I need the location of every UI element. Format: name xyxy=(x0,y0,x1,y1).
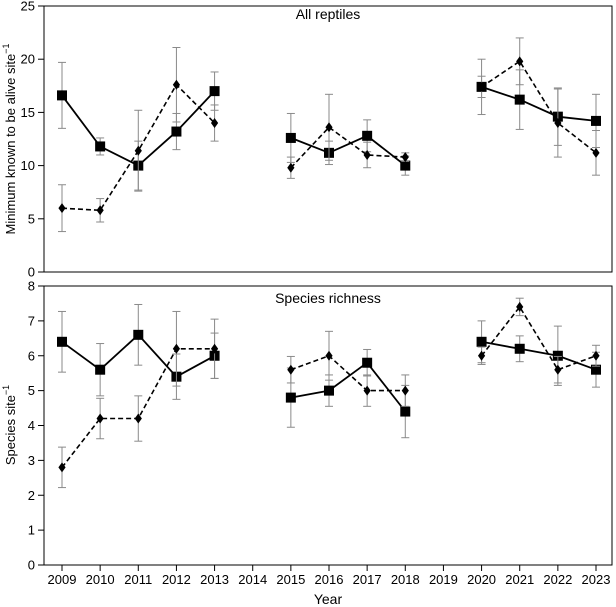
data-point-diamond xyxy=(516,301,524,312)
series-line xyxy=(290,361,407,413)
data-point-diamond xyxy=(325,122,333,133)
data-point-diamond xyxy=(401,152,409,163)
y-axis-label: Minimum known to be alive site−1 xyxy=(1,44,18,235)
data-point-diamond xyxy=(134,145,142,156)
x-tick-label: 2017 xyxy=(353,572,382,587)
x-tick-label: 2020 xyxy=(467,572,496,587)
y-tick-label: 0 xyxy=(28,558,35,573)
data-point-diamond xyxy=(96,205,104,216)
data-point-square xyxy=(57,90,67,101)
series-line xyxy=(290,134,406,167)
series-line xyxy=(481,60,597,154)
data-point-diamond xyxy=(554,364,562,375)
y-axis-ticks: 0 5 10 15 20 25 xyxy=(21,0,44,280)
data-point-diamond xyxy=(363,149,371,160)
data-point-diamond xyxy=(58,462,66,473)
x-tick-label: 2016 xyxy=(315,572,344,587)
y-tick-label: 7 xyxy=(28,313,35,328)
y-tick-label: 1 xyxy=(28,523,35,538)
data-point-square xyxy=(57,336,67,347)
series-line xyxy=(480,305,597,371)
y-axis-ticks: 0 1 2 3 4 5 6 7 8 xyxy=(28,279,44,573)
data-point-diamond xyxy=(401,385,409,396)
data-point-square xyxy=(324,385,334,396)
data-point-square xyxy=(285,132,296,143)
y-tick-label: 5 xyxy=(28,211,35,226)
y-tick-label: 25 xyxy=(21,0,35,14)
data-point-square xyxy=(476,336,487,347)
data-point-square xyxy=(552,350,563,361)
series-line xyxy=(290,126,406,169)
panel-title: All reptiles xyxy=(296,6,361,22)
x-axis-ticks: 2009 2010 2011 2012 2013 2014 2015 2016 2017 2018… xyxy=(48,565,611,587)
data-point-diamond xyxy=(210,118,219,129)
data-point-square xyxy=(209,86,220,97)
data-point-diamond xyxy=(287,364,295,375)
x-tick-label: 2009 xyxy=(48,572,77,587)
data-point-diamond xyxy=(58,203,66,214)
series-line xyxy=(290,354,406,392)
data-point-diamond xyxy=(287,162,295,173)
data-point-diamond xyxy=(516,56,524,67)
data-point-square xyxy=(285,392,296,403)
x-tick-label: 2012 xyxy=(162,572,191,587)
x-tick-label: 2023 xyxy=(582,572,611,587)
data-point-diamond xyxy=(325,350,333,361)
plot-frame xyxy=(43,5,613,273)
y-tick-label: 8 xyxy=(28,279,35,294)
data-point-diamond xyxy=(477,350,486,361)
y-tick-label: 0 xyxy=(28,265,35,280)
y-axis-label: Species site−1 xyxy=(1,385,18,465)
x-tick-label: 2011 xyxy=(124,572,152,587)
data-point-square xyxy=(133,329,144,340)
data-point-square xyxy=(400,406,411,417)
data-point-diamond xyxy=(96,413,104,424)
y-tick-label: 10 xyxy=(21,158,35,173)
data-point-square xyxy=(400,160,411,171)
y-tick-label: 6 xyxy=(28,348,35,363)
x-tick-label: 2019 xyxy=(429,572,458,587)
x-axis-label: Year xyxy=(314,591,343,607)
x-tick-label: 2010 xyxy=(86,572,115,587)
data-point-diamond xyxy=(210,343,219,354)
data-point-square xyxy=(95,141,106,152)
x-tick-label: 2022 xyxy=(543,572,572,587)
y-tick-label: 15 xyxy=(21,105,35,120)
y-tick-label: 20 xyxy=(21,52,35,67)
series-line xyxy=(481,340,597,371)
data-point-diamond xyxy=(172,79,181,90)
data-point-square xyxy=(514,343,525,354)
data-point-square xyxy=(591,115,601,126)
data-point-square xyxy=(591,364,601,375)
panel-all-reptiles: All reptiles Minimum known to be alive s… xyxy=(1,0,613,280)
x-tick-label: 2014 xyxy=(238,572,267,587)
data-point-diamond xyxy=(592,350,600,361)
data-point-diamond xyxy=(554,118,562,129)
x-tick-label: 2013 xyxy=(200,572,229,587)
x-tick-label: 2018 xyxy=(391,572,420,587)
y-tick-label: 3 xyxy=(28,453,35,468)
data-point-diamond xyxy=(363,385,371,396)
data-point-square xyxy=(362,130,373,141)
plot-frame xyxy=(43,285,613,566)
y-tick-label: 5 xyxy=(28,383,35,398)
panel-title: Species richness xyxy=(275,290,381,306)
data-point-square xyxy=(362,357,373,368)
data-point-square xyxy=(514,94,525,105)
data-point-diamond xyxy=(477,81,486,92)
data-point-diamond xyxy=(172,343,181,354)
x-tick-label: 2021 xyxy=(505,572,534,587)
data-marks xyxy=(57,37,601,233)
data-marks xyxy=(57,297,601,489)
data-point-diamond xyxy=(592,147,600,158)
data-point-diamond xyxy=(134,413,142,424)
data-point-square xyxy=(171,126,182,137)
y-tick-label: 4 xyxy=(28,418,35,433)
data-point-square xyxy=(95,364,106,375)
x-tick-label: 2015 xyxy=(276,572,305,587)
y-tick-label: 2 xyxy=(28,488,35,503)
panel-species-richness: Species richness Species site−1 0 1 2 3 4 5 6 7… xyxy=(1,279,613,573)
series-line xyxy=(481,86,597,122)
